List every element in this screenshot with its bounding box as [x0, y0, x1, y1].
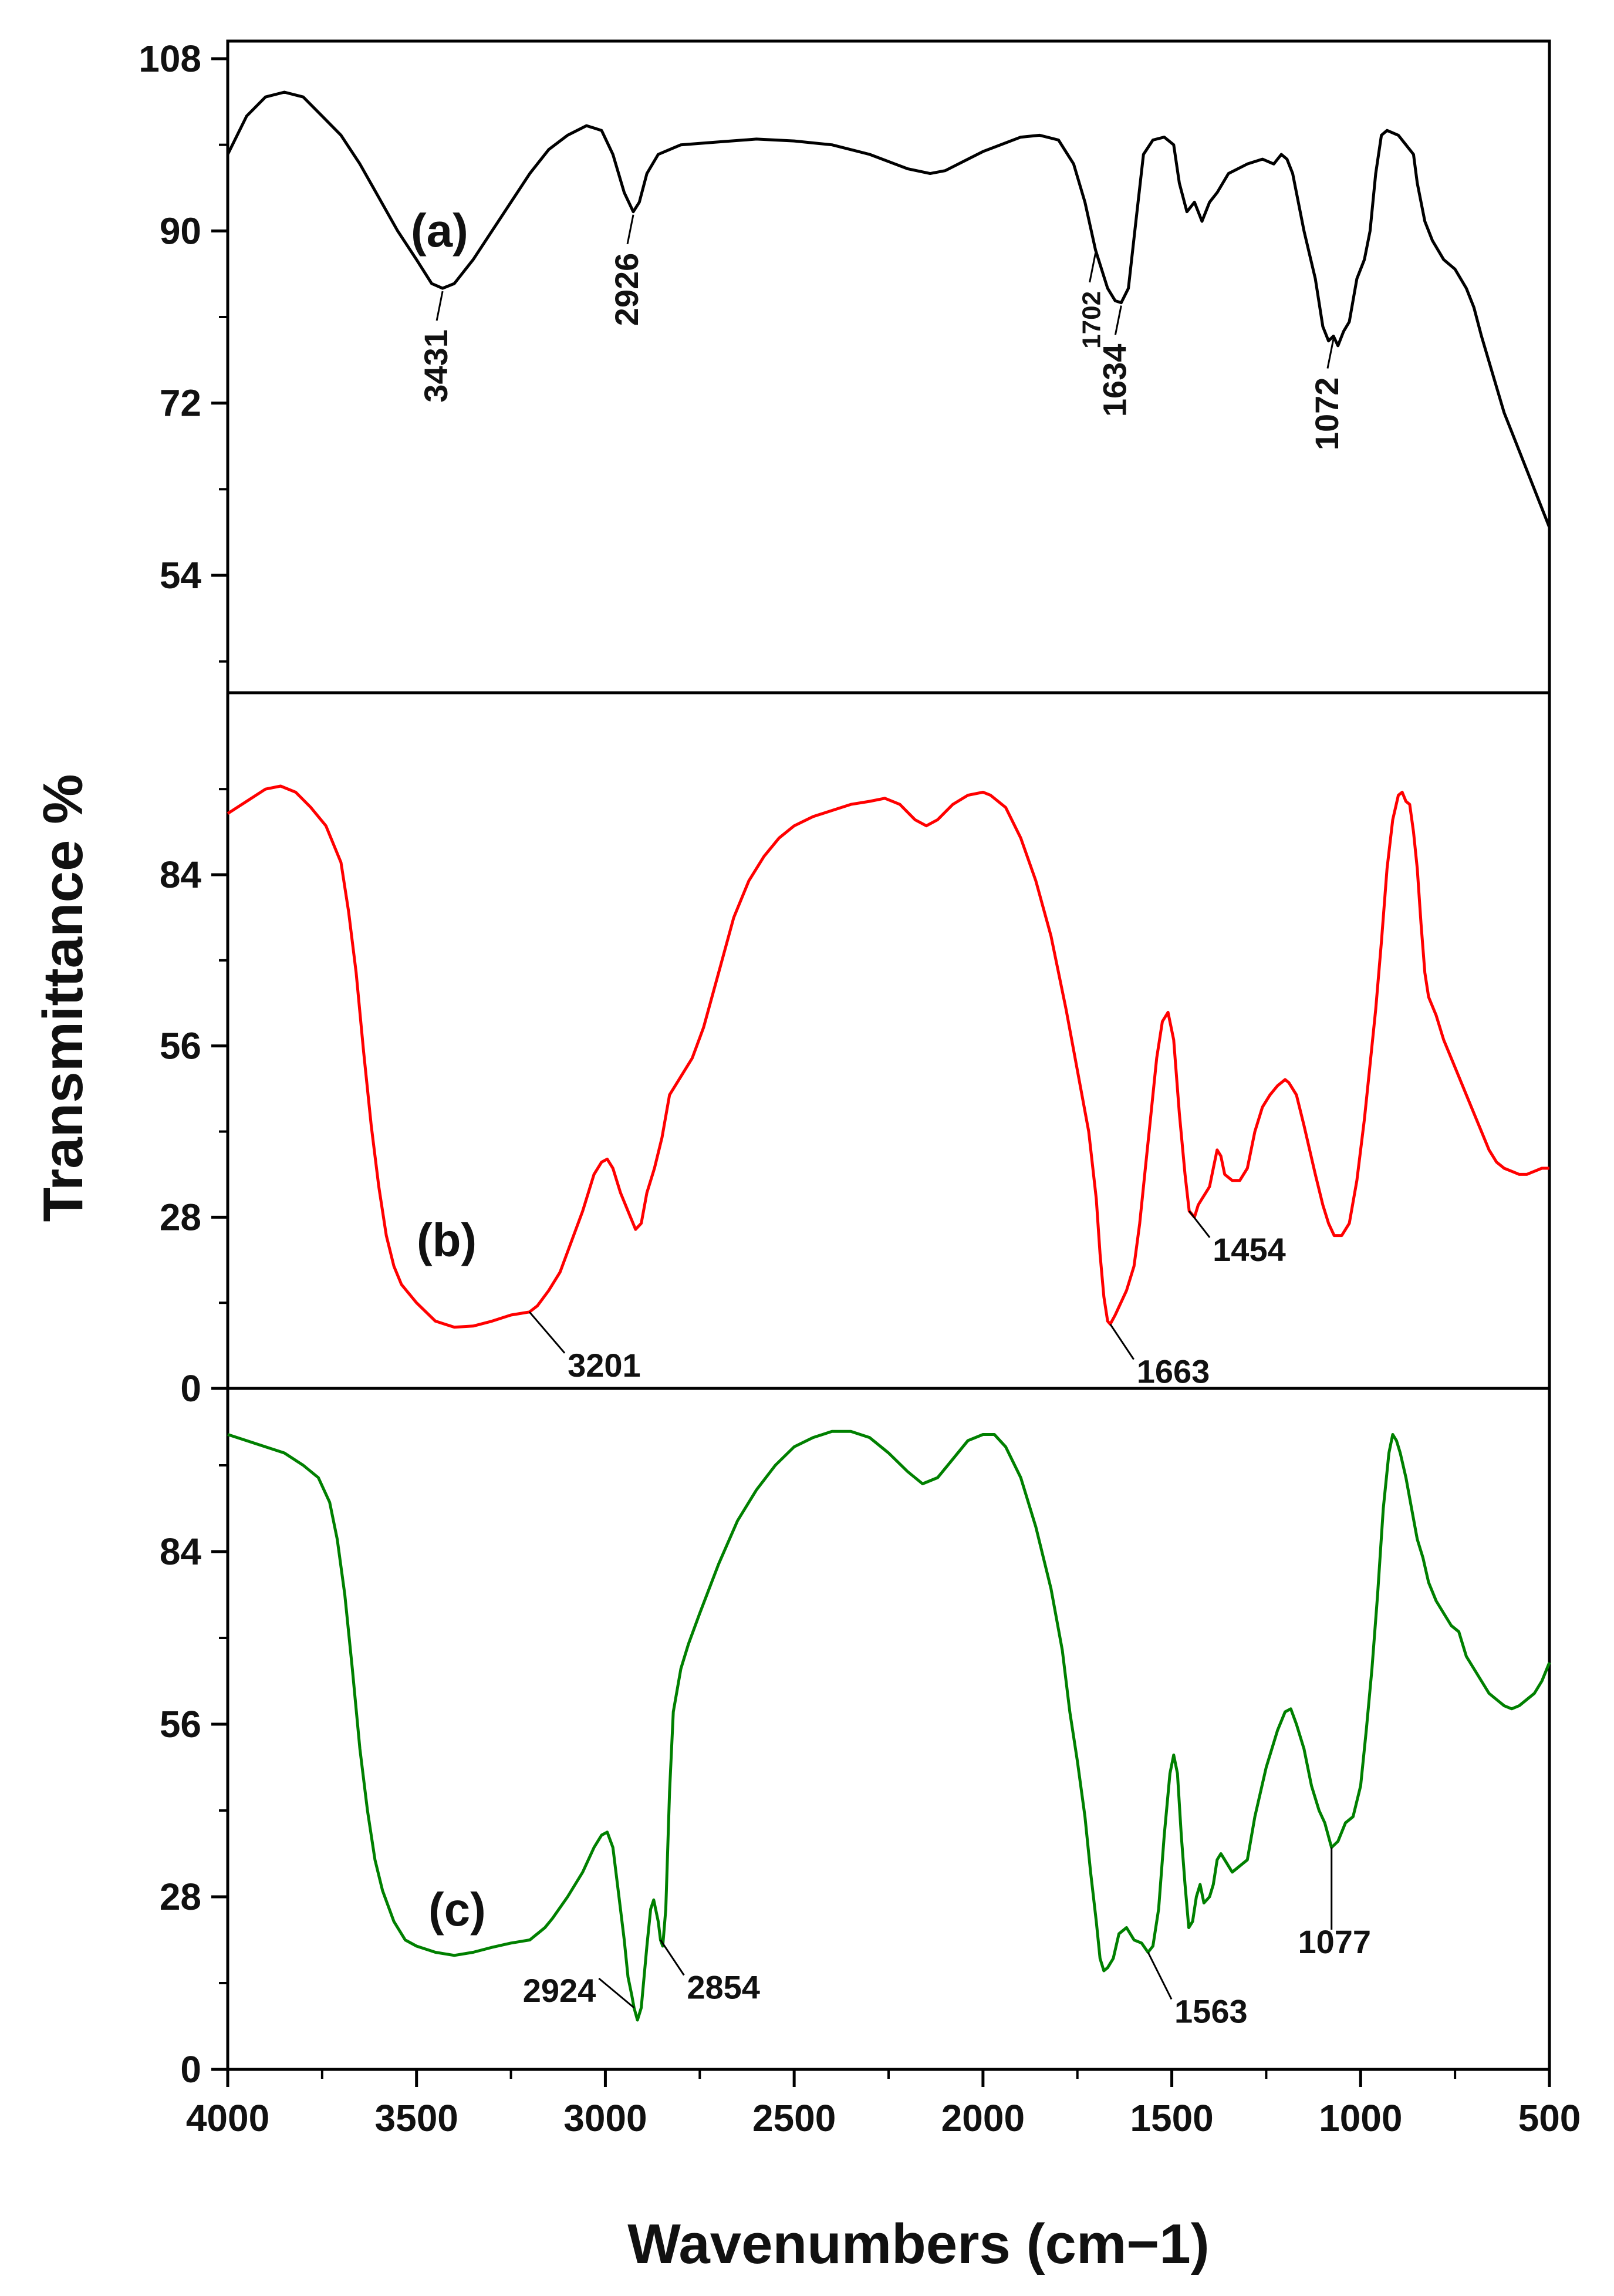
- peak-annotation-1563: 1563: [1147, 1951, 1248, 2030]
- peak-annotation-1702: 1702: [1078, 252, 1106, 349]
- peak-annotation-1663: 1663: [1109, 1323, 1210, 1390]
- peak-leader-2854: [660, 1939, 685, 1976]
- peak-label-1072: 1072: [1308, 377, 1345, 451]
- y-tick-label-a: 54: [160, 554, 202, 596]
- peak-leader-1563: [1147, 1951, 1173, 2000]
- peak-annotation-2926: 2926: [608, 214, 645, 326]
- x-axis-title: Wavenumbers (cm−1): [627, 2213, 1209, 2275]
- peak-label-1454: 1454: [1213, 1231, 1286, 1268]
- y-tick-label-a: 90: [160, 210, 201, 252]
- peak-annotation-1077: 1077: [1298, 1847, 1371, 1960]
- y-tick-label-c: 28: [160, 1876, 201, 1918]
- peak-leader-1634: [1114, 305, 1122, 335]
- peak-annotation-1072: 1072: [1308, 339, 1345, 451]
- peak-label-3431: 3431: [417, 329, 454, 403]
- x-tick-label: 3000: [563, 2097, 647, 2139]
- peak-leader-2924: [598, 1977, 635, 2009]
- peak-label-2926: 2926: [608, 253, 645, 326]
- peak-leader-3431: [435, 291, 444, 321]
- x-tick-label: 1500: [1130, 2097, 1213, 2139]
- peak-leader-1072: [1326, 339, 1335, 369]
- y-tick-label-b: 84: [160, 854, 202, 896]
- peak-leader-1663: [1109, 1323, 1134, 1360]
- spectrum-line-b: [227, 784, 1549, 1329]
- spectrum-line-a: [226, 90, 1551, 528]
- peak-leader-1702: [1089, 252, 1097, 283]
- peak-annotation-2854: 2854: [660, 1939, 760, 2006]
- y-tick-label-b: 0: [180, 1367, 201, 1410]
- peak-leader-1454: [1188, 1210, 1211, 1238]
- x-tick-label: 3500: [375, 2097, 458, 2139]
- peak-annotation-1634: 1634: [1096, 305, 1133, 417]
- peak-label-1663: 1663: [1137, 1353, 1210, 1390]
- peak-label-1077: 1077: [1298, 1923, 1371, 1960]
- y-tick-label-b: 28: [160, 1196, 201, 1238]
- panel-label-c: (c): [428, 1883, 486, 1936]
- x-tick-label: 2000: [941, 2097, 1025, 2139]
- spectrum-line-c: [227, 1429, 1551, 2022]
- peak-annotation-3201: 3201: [528, 1311, 641, 1384]
- peak-leader-2926: [626, 214, 634, 245]
- peak-label-2924: 2924: [523, 1972, 596, 2009]
- peak-leader-3201: [528, 1311, 566, 1354]
- y-tick-label-b: 56: [160, 1025, 201, 1067]
- panel-label-a: (a): [411, 204, 468, 257]
- x-axis: 4000 3500 3000 2500 2000 1500 1000 500: [186, 2069, 1581, 2139]
- peak-annotation-3431: 3431: [417, 291, 454, 403]
- y-axis-title: Transmittance %: [32, 774, 94, 1222]
- peak-annotation-1454: 1454: [1188, 1210, 1286, 1268]
- peak-label-3201: 3201: [568, 1347, 641, 1384]
- y-tick-label-c: 56: [160, 1703, 201, 1745]
- x-tick-label: 500: [1518, 2097, 1581, 2139]
- x-tick-label: 1000: [1319, 2097, 1402, 2139]
- peak-label-1702: 1702: [1078, 291, 1106, 349]
- y-tick-label-a: 108: [139, 38, 201, 80]
- y-tick-label-c: 0: [180, 2048, 201, 2091]
- panel-label-b: (b): [417, 1214, 477, 1266]
- y-tick-label-a: 72: [160, 382, 201, 424]
- peak-annotation-2924: 2924: [523, 1972, 635, 2009]
- x-tick-label: 2500: [752, 2097, 836, 2139]
- peak-label-1634: 1634: [1096, 344, 1133, 417]
- x-tick-label: 4000: [186, 2097, 269, 2139]
- peak-label-1563: 1563: [1174, 1993, 1248, 2030]
- y-tick-label-c: 84: [160, 1530, 202, 1573]
- peak-label-2854: 2854: [687, 1969, 760, 2006]
